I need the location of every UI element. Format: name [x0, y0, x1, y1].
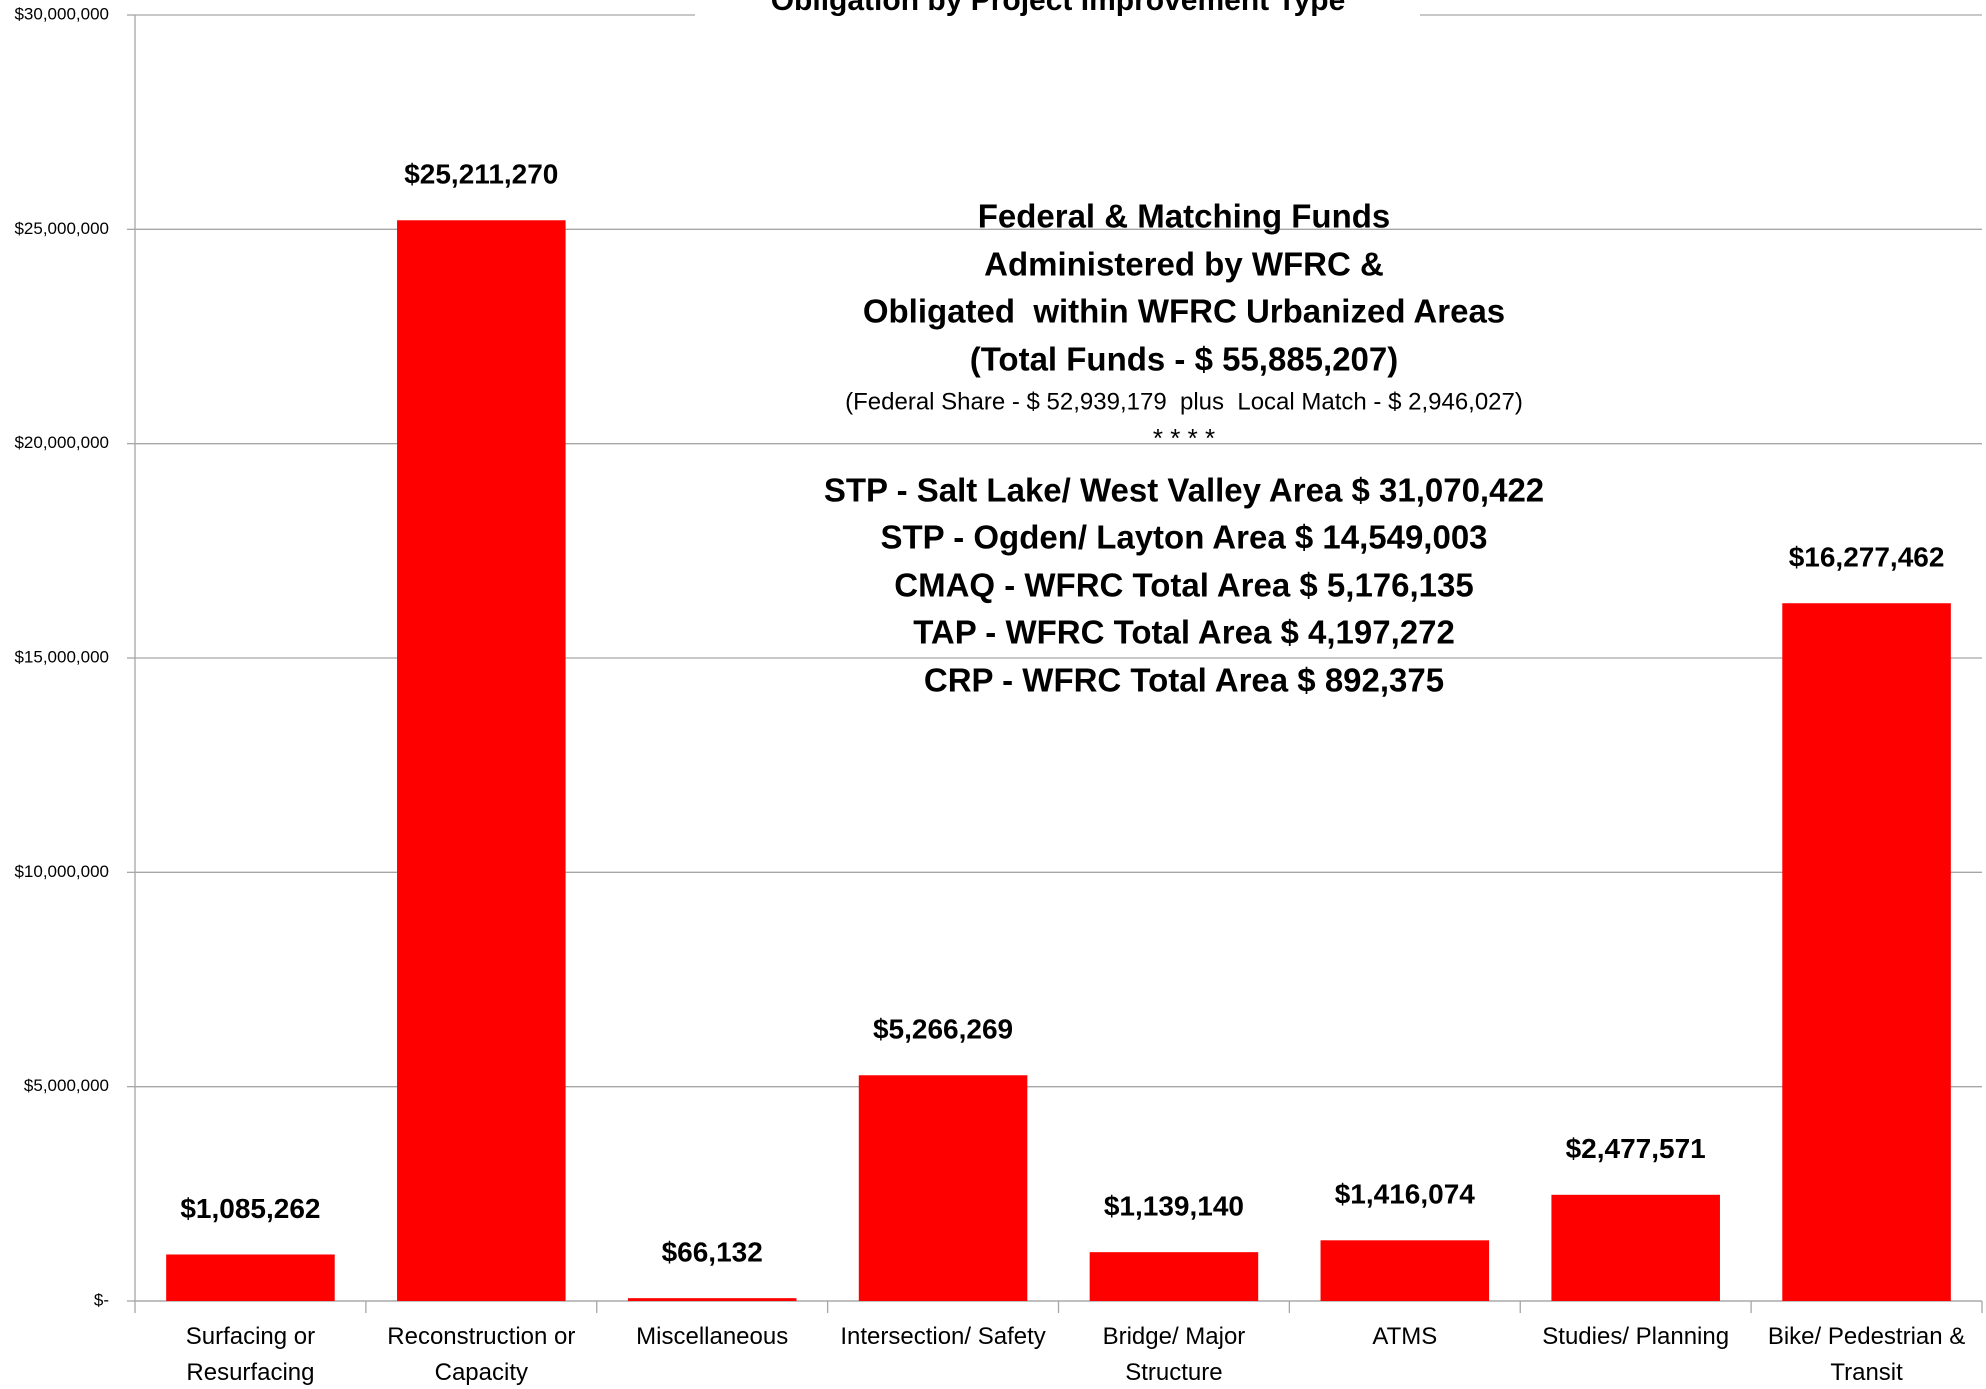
value-label: $16,277,462: [1789, 542, 1945, 573]
annotation: Federal & Matching Funds: [978, 198, 1391, 235]
value-label: $66,132: [662, 1237, 763, 1268]
bar: [397, 220, 566, 1302]
bar: [858, 1075, 1028, 1301]
x-tick-label: Intersection/ Safety: [840, 1323, 1046, 1350]
y-tick-label: $5,000,000: [24, 1076, 109, 1095]
bar: [1089, 1252, 1259, 1301]
x-tick-label: Bike/ Pedestrian & Transit: [1767, 1323, 1966, 1386]
annotation: CMAQ - WFRC Total Area $ 5,176,135: [894, 567, 1473, 604]
value-label: $25,211,270: [404, 159, 558, 190]
value-label: $5,266,269: [873, 1014, 1013, 1045]
y-tick-label: $10,000,000: [14, 862, 109, 881]
bar: [166, 1254, 335, 1301]
value-label: $1,139,140: [1104, 1191, 1244, 1222]
bar: [1782, 603, 1951, 1301]
bar: [1320, 1240, 1490, 1301]
annotation: * * * *: [1153, 423, 1215, 453]
x-tick-label: Reconstruction or Capacity: [387, 1323, 576, 1386]
annotation: CRP - WFRC Total Area $ 892,375: [924, 662, 1444, 699]
y-tick-label: $-: [94, 1290, 109, 1309]
bar: [1551, 1194, 1720, 1301]
annotation: (Total Funds - $ 55,885,207): [970, 341, 1399, 378]
x-tick-label: ATMS: [1372, 1323, 1438, 1350]
annotation: (Federal Share - $ 52,939,179 plus Local…: [845, 388, 1523, 415]
y-tick-label: $25,000,000: [14, 219, 109, 238]
annotation: Obligated within WFRC Urbanized Areas: [863, 293, 1505, 330]
x-tick-label: Studies/ Planning: [1542, 1323, 1730, 1350]
x-tick-label: Bridge/ Major Structure: [1102, 1323, 1246, 1386]
x-tick-label: Surfacing or Resurfacing: [185, 1323, 316, 1386]
value-label: $2,477,571: [1566, 1133, 1706, 1164]
annotation: STP - Ogden/ Layton Area $ 14,549,003: [880, 519, 1487, 556]
annotation: TAP - WFRC Total Area $ 4,197,272: [913, 614, 1455, 651]
annotation: Administered by WFRC &: [984, 246, 1384, 283]
annotation: STP - Salt Lake/ West Valley Area $ 31,0…: [824, 472, 1544, 509]
y-tick-label: $30,000,000: [14, 4, 109, 23]
x-tick-label: Miscellaneous: [636, 1323, 789, 1350]
value-label: $1,085,262: [180, 1193, 320, 1224]
value-label: $1,416,074: [1335, 1179, 1476, 1210]
chart-title: Obligation by Project Improvement Type: [771, 0, 1346, 17]
y-tick-label: $15,000,000: [14, 647, 109, 666]
bar: [627, 1298, 797, 1301]
title-background: [695, 0, 1420, 20]
y-tick-label: $20,000,000: [14, 433, 109, 452]
